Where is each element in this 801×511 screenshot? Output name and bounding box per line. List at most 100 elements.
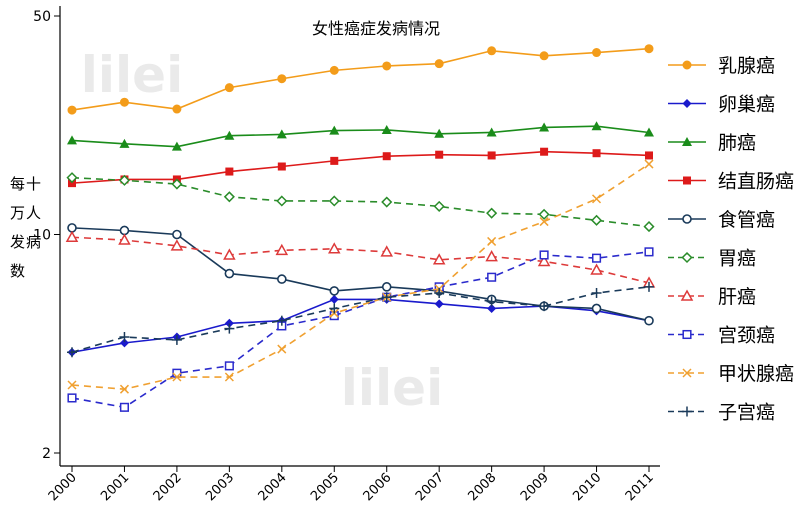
data-point bbox=[382, 152, 391, 161]
data-point bbox=[172, 104, 182, 114]
data-point bbox=[590, 263, 603, 275]
data-point bbox=[276, 315, 287, 326]
x-tick-label: 2002 bbox=[151, 470, 185, 504]
data-point bbox=[591, 303, 602, 314]
data-point bbox=[172, 229, 182, 240]
series-1 bbox=[67, 44, 654, 115]
data-point bbox=[432, 253, 446, 265]
legend-marker bbox=[682, 368, 692, 378]
legend-label: 乳腺癌 bbox=[718, 55, 775, 77]
x-tick-label: 2003 bbox=[203, 470, 237, 504]
series-group bbox=[65, 44, 656, 412]
data-point bbox=[591, 253, 602, 263]
data-point bbox=[67, 347, 77, 358]
data-point bbox=[538, 208, 550, 220]
data-point bbox=[172, 372, 182, 382]
legend-marker bbox=[682, 99, 692, 108]
series-2 bbox=[67, 294, 654, 357]
data-point bbox=[223, 191, 235, 203]
legend-item: 肺癌 bbox=[668, 132, 756, 154]
series-3 bbox=[67, 121, 654, 151]
data-point bbox=[276, 129, 287, 139]
legend-label: 胃癌 bbox=[718, 248, 756, 270]
legend-label: 结直肠癌 bbox=[718, 171, 794, 193]
data-point bbox=[224, 361, 234, 371]
data-point bbox=[329, 286, 340, 296]
legend-item: 肝癌 bbox=[668, 286, 756, 308]
y-axis-label: 每十万 人发 病数 bbox=[10, 175, 41, 280]
data-point bbox=[275, 243, 289, 256]
series-5 bbox=[67, 223, 654, 326]
x-tick-label: 2008 bbox=[465, 470, 499, 504]
legend-marker bbox=[682, 214, 692, 224]
data-point bbox=[67, 223, 77, 233]
y-axis-label-char: 万 bbox=[10, 204, 25, 222]
data-point bbox=[224, 323, 235, 334]
data-point bbox=[592, 48, 602, 58]
legend-label: 甲状腺癌 bbox=[718, 363, 794, 385]
data-point bbox=[435, 150, 444, 159]
x-tick-label: 2011 bbox=[623, 470, 657, 504]
series-line bbox=[71, 236, 650, 284]
legend-label: 子宫癌 bbox=[718, 402, 775, 424]
data-point bbox=[119, 332, 130, 343]
y-axis-label-char: 人 bbox=[26, 204, 41, 222]
legend-marker bbox=[680, 289, 694, 301]
data-point bbox=[644, 44, 654, 54]
data-point bbox=[591, 287, 602, 298]
data-point bbox=[329, 294, 339, 304]
data-point bbox=[119, 138, 130, 148]
data-point bbox=[487, 236, 497, 246]
x-tick-label: 2006 bbox=[361, 470, 395, 504]
data-point bbox=[118, 174, 131, 186]
legend-item: 食管癌 bbox=[668, 209, 775, 231]
data-point bbox=[591, 121, 602, 131]
legend-label: 肝癌 bbox=[718, 286, 756, 308]
data-point bbox=[224, 268, 235, 279]
y-axis-label-char: 发 bbox=[10, 233, 25, 251]
data-point bbox=[381, 124, 392, 134]
legend-marker bbox=[682, 329, 692, 340]
data-point bbox=[330, 156, 339, 165]
y-tick-label: 2 bbox=[42, 446, 51, 462]
data-point bbox=[329, 65, 339, 75]
x-tick-label: 2010 bbox=[570, 470, 604, 504]
data-point bbox=[170, 239, 184, 251]
legend-marker bbox=[682, 406, 692, 417]
data-point bbox=[486, 207, 498, 219]
data-point bbox=[539, 122, 550, 132]
x-tick-label: 2000 bbox=[46, 470, 80, 504]
legend-item: 胃癌 bbox=[668, 248, 756, 270]
series-10 bbox=[67, 281, 654, 358]
y-tick-label: 50 bbox=[33, 9, 51, 25]
series-line bbox=[71, 150, 650, 184]
data-point bbox=[277, 274, 287, 284]
legend-marker bbox=[681, 251, 693, 264]
legend-label: 宫颈癌 bbox=[718, 325, 775, 347]
data-point bbox=[277, 162, 286, 171]
x-tick-label: 2005 bbox=[308, 470, 342, 504]
data-point bbox=[224, 318, 234, 328]
data-point bbox=[328, 195, 340, 207]
legend-item: 卵巢癌 bbox=[668, 94, 775, 116]
data-point bbox=[592, 194, 602, 204]
x-tick-label: 2004 bbox=[256, 470, 290, 504]
series-7 bbox=[65, 230, 656, 288]
series-line bbox=[71, 163, 650, 390]
series-line bbox=[71, 251, 650, 409]
y-axis-label-char: 每 bbox=[10, 175, 25, 193]
data-point bbox=[277, 344, 287, 354]
data-point bbox=[434, 287, 445, 298]
data-point bbox=[539, 217, 549, 227]
data-point bbox=[645, 151, 653, 160]
data-point bbox=[380, 245, 394, 257]
data-point bbox=[434, 299, 444, 309]
data-point bbox=[67, 135, 77, 145]
data-point bbox=[644, 281, 654, 292]
y-tick-label: 10 bbox=[33, 228, 51, 244]
data-point bbox=[381, 282, 392, 292]
data-point bbox=[67, 380, 77, 390]
data-point bbox=[277, 74, 287, 84]
watermark-bottom: lilei bbox=[341, 359, 443, 417]
